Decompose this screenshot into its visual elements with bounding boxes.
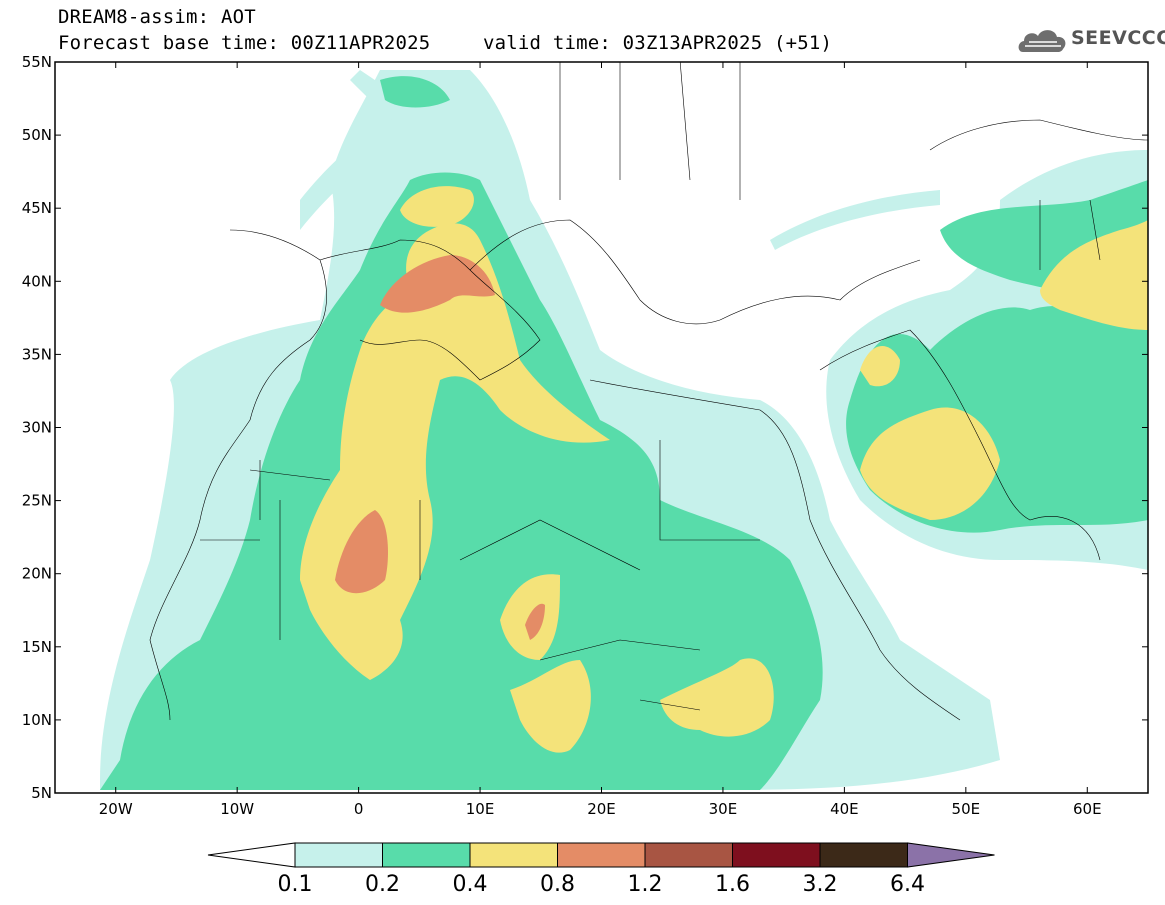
- colorbar: 0.1 0.2 0.4 0.8 1.2 1.6 3.2 6.4: [207, 842, 995, 897]
- map-title: DREAM8-assim: AOT: [58, 6, 256, 28]
- forecast-times: Forecast base time: 00Z11APR2025 valid ti…: [58, 32, 832, 54]
- map-outlines: [149, 62, 1148, 721]
- lat-tick-label: 5N: [31, 784, 52, 802]
- colorbar-swatch: [469, 842, 558, 868]
- lat-tick-label: 55N: [22, 53, 52, 71]
- colorbar-label: 1.2: [628, 872, 663, 897]
- lon-tick-label: 60E: [1073, 800, 1102, 818]
- base-time: Forecast base time: 00Z11APR2025: [58, 32, 431, 54]
- lon-tick-label: 10W: [220, 800, 254, 818]
- lat-tick-label: 35N: [22, 345, 52, 363]
- lat-tick-label: 50N: [22, 126, 52, 144]
- lat-tick-label: 25N: [22, 492, 52, 510]
- lon-tick-label: 30E: [709, 800, 738, 818]
- longitude-axis: 20W 10W 0 10E 20E 30E 40E 50E 60E: [99, 62, 1102, 818]
- colorbar-swatch: [732, 842, 821, 868]
- colorbar-label: 0.1: [278, 872, 313, 897]
- lon-tick-label: 10E: [466, 800, 495, 818]
- valid-time: valid time: 03Z13APR2025 (+51): [483, 32, 833, 54]
- lon-tick-label: 20E: [587, 800, 616, 818]
- colorbar-label: 0.2: [365, 872, 400, 897]
- colorbar-label: 0.8: [540, 872, 575, 897]
- latitude-axis: 55N 50N 45N 40N 35N 30N 25N 20N 15N 10N 5N: [22, 53, 1148, 802]
- lat-tick-label: 15N: [22, 638, 52, 656]
- cloud-icon: [1018, 30, 1066, 52]
- lon-tick-label: 20W: [99, 800, 133, 818]
- colorbar-high-arrow: [907, 842, 995, 868]
- colorbar-label: 6.4: [890, 872, 925, 897]
- colorbar-low-arrow: [207, 842, 296, 868]
- lon-tick-label: 0: [354, 800, 364, 818]
- colorbar-label: 1.6: [715, 872, 750, 897]
- lat-tick-label: 30N: [22, 419, 52, 437]
- colorbar-swatch: [382, 842, 471, 868]
- colorbar-swatch: [819, 842, 908, 868]
- lat-tick-label: 40N: [22, 272, 52, 290]
- colorbar-swatch: [557, 842, 646, 868]
- colorbar-label: 3.2: [803, 872, 838, 897]
- lon-tick-label: 50E: [952, 800, 981, 818]
- colorbar-swatch: [294, 842, 383, 868]
- lat-tick-label: 20N: [22, 565, 52, 583]
- lat-tick-label: 45N: [22, 199, 52, 217]
- colorbar-label: 0.4: [453, 872, 488, 897]
- colorbar-swatch: [644, 842, 733, 868]
- lon-tick-label: 40E: [830, 800, 859, 818]
- aot-field: [100, 62, 1148, 790]
- lat-tick-label: 10N: [22, 711, 52, 729]
- aot-level-0.8: [335, 255, 545, 640]
- seevccc-logo: SEEVCCC: [1015, 22, 1165, 58]
- logo-text: SEEVCCC: [1071, 27, 1165, 49]
